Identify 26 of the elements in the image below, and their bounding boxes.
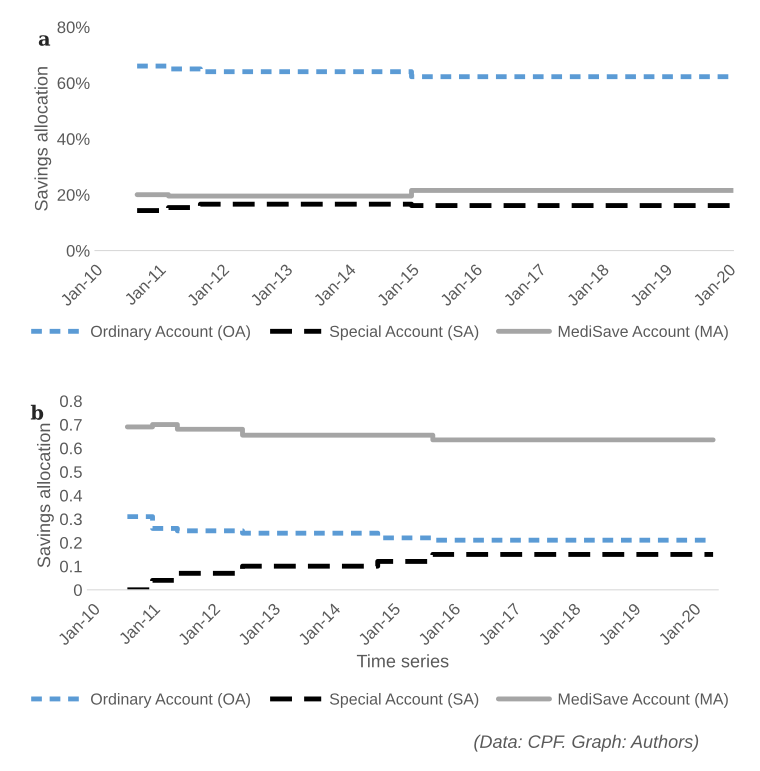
y-tick-label: 0.8 [60, 395, 82, 408]
legend-label: MediSave Account (MA) [558, 325, 728, 340]
chart-title: a [38, 35, 50, 46]
y-axis-title: Savings allocation [34, 67, 52, 211]
y-tick-label: 0 [74, 584, 82, 596]
legend-label: Ordinary Account (OA) [91, 692, 250, 708]
y-tick-label: 60% [58, 77, 90, 90]
legend-label: Special Account (SA) [330, 692, 478, 708]
x-axis-title: Time series [356, 654, 448, 668]
y-tick-label: 0.4 [60, 490, 82, 502]
y-tick-label: 0.2 [60, 536, 82, 549]
legend-label: Ordinary Account (OA) [91, 325, 250, 340]
legend-label: MediSave Account (MA) [558, 692, 728, 708]
y-tick-label: 0.1 [60, 560, 82, 572]
y-tick-label: 0.7 [60, 418, 82, 431]
y-tick-label: 0.5 [60, 466, 82, 478]
y-tick-label: 0.6 [60, 442, 82, 454]
y-tick-label: 20% [58, 189, 90, 201]
y-axis-title: Savings allocation [36, 424, 54, 568]
y-tick-label: 0% [66, 244, 90, 257]
legend-label: Special Account (SA) [330, 325, 478, 340]
y-tick-label: 80% [58, 21, 90, 34]
y-tick-label: 0.3 [60, 513, 82, 526]
text: (Data: CPF. Graph: Authors) [474, 734, 698, 752]
y-tick-label: 40% [57, 133, 90, 145]
chart-title: b [30, 404, 44, 420]
